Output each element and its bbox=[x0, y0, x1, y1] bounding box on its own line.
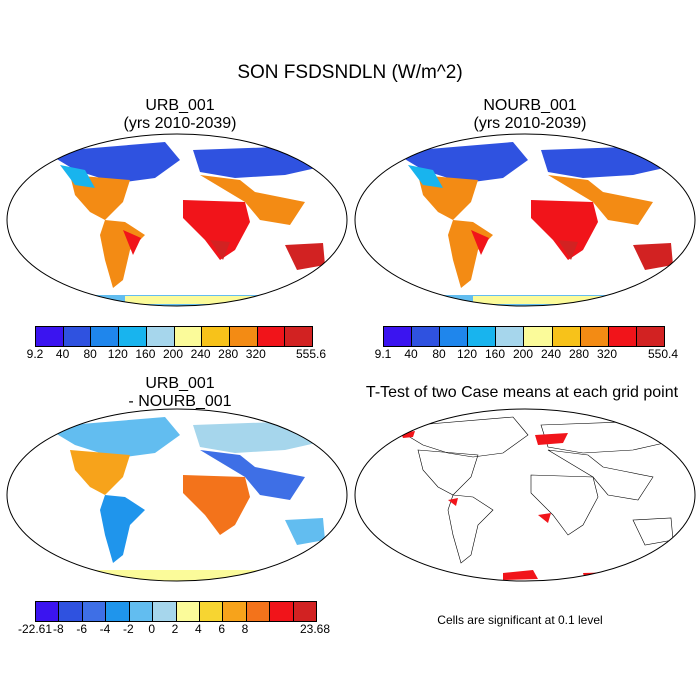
nourb-colorbar-cell bbox=[384, 327, 413, 346]
nourb-colorbar-tick-label: 40 bbox=[404, 347, 418, 361]
urb-colorbar-ticks: 9.2 40 80 120 160 200 240 280 320 555.6 bbox=[27, 347, 326, 363]
nourb-colorbar-tick-label: 280 bbox=[568, 347, 590, 361]
diff-colorbar-cell bbox=[59, 602, 83, 621]
urb-colorbar-tick-label: 320 bbox=[245, 347, 266, 361]
diff-colorbar-cell bbox=[246, 602, 271, 621]
diff-colorbar-cell bbox=[106, 602, 130, 621]
diff-colorbar-tick-label: 8 bbox=[241, 622, 249, 636]
figure-title: SON FSDSNDLN (W/m^2) bbox=[237, 62, 463, 83]
diff-colorbar-cell bbox=[176, 602, 200, 621]
diff-colorbar-cell bbox=[82, 602, 107, 621]
diff-panel-title: URB_001 - NOURB_001 bbox=[60, 375, 300, 411]
nourb-colorbar-tick-label: 550.4 bbox=[647, 347, 679, 361]
urb-colorbar-tick-label: 40 bbox=[55, 347, 70, 361]
urb-map bbox=[6, 133, 348, 307]
difference-map bbox=[6, 408, 348, 582]
urb-colorbar-tick-label: 555.6 bbox=[295, 347, 327, 361]
urb-colorbar-cell bbox=[257, 327, 286, 346]
nourb-colorbar-cell bbox=[580, 327, 609, 346]
nourb-panel-title: NOURB_001 (yrs 2010-2039) bbox=[410, 97, 650, 133]
urb-title-line1: URB_001 bbox=[145, 97, 215, 114]
diff-colorbar-cell bbox=[153, 602, 177, 621]
diff-colorbar-tick-label: -6 bbox=[76, 622, 87, 636]
urb-colorbar-cell bbox=[119, 327, 147, 346]
nourb-colorbar-cell bbox=[608, 327, 637, 346]
urb-colorbar-cell bbox=[202, 327, 230, 346]
diff-colorbar-cell bbox=[223, 602, 247, 621]
diff-colorbar-tick-label: -4 bbox=[99, 622, 111, 636]
diff-title-line1: URB_001 bbox=[145, 375, 215, 392]
nourb-colorbar-tick-label: 200 bbox=[512, 347, 534, 361]
urb-colorbar-cell bbox=[229, 327, 258, 346]
diff-colorbar-ticks: -22.61 -8 -6 -4 -2 0 2 4 6 8 23.68 bbox=[18, 622, 330, 638]
diff-colorbar-tick-label: 6 bbox=[218, 622, 225, 636]
diff-colorbar bbox=[35, 601, 317, 622]
urb-colorbar-tick-label: 9.2 bbox=[26, 347, 44, 361]
nourb-colorbar-ticks: 9.1 40 80 120 160 200 240 280 320 550.4 bbox=[375, 347, 678, 363]
nourb-colorbar-cell bbox=[636, 327, 664, 346]
urb-colorbar-cell bbox=[285, 327, 313, 346]
urb-title-line2: (yrs 2010-2039) bbox=[123, 115, 237, 132]
nourb-colorbar-cell bbox=[552, 327, 581, 346]
nourb-colorbar-cell bbox=[496, 327, 525, 346]
urb-colorbar-cell bbox=[36, 327, 64, 346]
urb-colorbar-cell bbox=[63, 327, 92, 346]
urb-colorbar-cell bbox=[146, 327, 175, 346]
diff-colorbar-cell bbox=[270, 602, 294, 621]
diff-title-line2: - NOURB_001 bbox=[128, 393, 232, 410]
diff-colorbar-tick-label: -22.61 bbox=[17, 622, 53, 636]
diff-colorbar-tick-label: 4 bbox=[194, 622, 202, 636]
ttest-panel-title: T-Test of two Case means at each grid po… bbox=[365, 384, 679, 401]
nourb-colorbar-cell bbox=[440, 327, 469, 346]
urb-colorbar-tick-label: 200 bbox=[162, 347, 184, 361]
ttest-map bbox=[354, 408, 696, 582]
diff-colorbar-cell bbox=[293, 602, 317, 621]
urb-panel-title: URB_001 (yrs 2010-2039) bbox=[60, 97, 300, 133]
diff-colorbar-cell bbox=[199, 602, 224, 621]
diff-colorbar-tick-label: 0 bbox=[148, 622, 155, 636]
urb-colorbar-tick-label: 280 bbox=[218, 347, 239, 361]
diff-colorbar-cell bbox=[129, 602, 154, 621]
urb-colorbar-tick-label: 160 bbox=[135, 347, 156, 361]
urb-colorbar-tick-label: 120 bbox=[107, 347, 128, 361]
significance-note: Cells are significant at 0.1 level bbox=[437, 613, 603, 627]
nourb-colorbar-cell bbox=[524, 327, 553, 346]
nourb-title-line2: (yrs 2010-2039) bbox=[473, 115, 587, 132]
diff-colorbar-cell bbox=[36, 602, 60, 621]
nourb-map bbox=[354, 133, 696, 307]
nourb-colorbar-tick-label: 240 bbox=[540, 347, 562, 361]
diff-colorbar-tick-label: -2 bbox=[122, 622, 134, 636]
nourb-colorbar-tick-label: 320 bbox=[596, 347, 618, 361]
diff-colorbar-tick-label: 2 bbox=[171, 622, 179, 636]
urb-colorbar-cell bbox=[91, 327, 120, 346]
nourb-colorbar-tick-label: 80 bbox=[432, 347, 446, 361]
urb-colorbar-tick-label: 80 bbox=[83, 347, 97, 361]
diff-colorbar-tick-label: -8 bbox=[52, 622, 64, 636]
urb-colorbar-cell bbox=[174, 327, 203, 346]
nourb-colorbar bbox=[383, 326, 665, 347]
nourb-colorbar-cell bbox=[468, 327, 497, 346]
nourb-colorbar-tick-label: 9.1 bbox=[374, 347, 392, 361]
urb-colorbar-tick-label: 240 bbox=[190, 347, 211, 361]
diff-colorbar-tick-label: 23.68 bbox=[299, 622, 331, 636]
nourb-colorbar-tick-label: 160 bbox=[484, 347, 506, 361]
nourb-colorbar-tick-label: 120 bbox=[456, 347, 478, 361]
urb-colorbar bbox=[35, 326, 313, 347]
nourb-title-line1: NOURB_001 bbox=[483, 97, 577, 114]
nourb-colorbar-cell bbox=[412, 327, 441, 346]
